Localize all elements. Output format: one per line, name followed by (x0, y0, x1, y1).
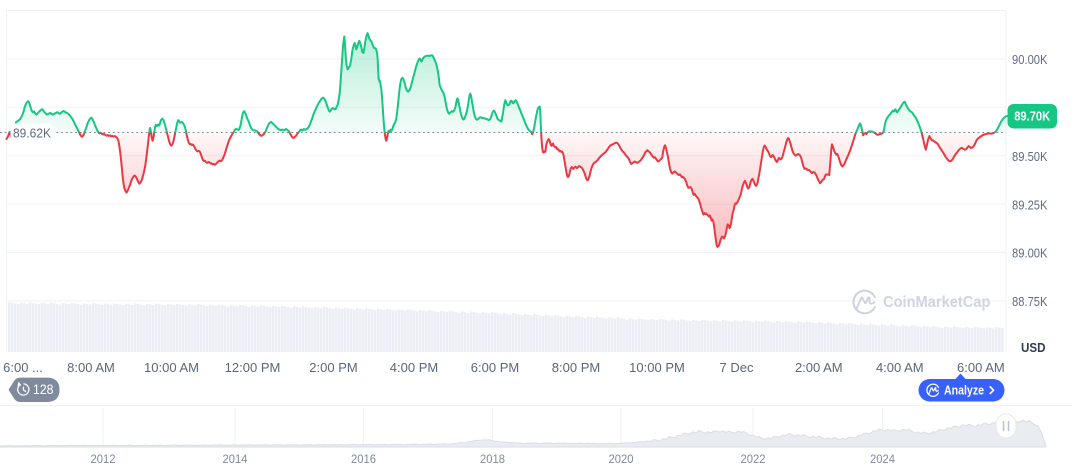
svg-text:6:00 AM: 6:00 AM (957, 360, 1005, 375)
svg-text:Analyze: Analyze (944, 384, 984, 398)
svg-text:7 Dec: 7 Dec (720, 360, 754, 375)
svg-text:2014: 2014 (223, 452, 248, 466)
svg-text:2:00 AM: 2:00 AM (795, 360, 843, 375)
svg-text:8:00 AM: 8:00 AM (67, 360, 115, 375)
svg-text:89.00K: 89.00K (1012, 247, 1048, 261)
svg-text:2016: 2016 (351, 452, 376, 466)
svg-text:CoinMarketCap: CoinMarketCap (883, 294, 991, 311)
svg-text:2022: 2022 (741, 452, 766, 466)
svg-text:4:00 PM: 4:00 PM (390, 360, 438, 375)
svg-text:USD: USD (1021, 340, 1046, 355)
svg-text:2012: 2012 (91, 452, 116, 466)
svg-text:2020: 2020 (609, 452, 634, 466)
svg-text:6:00 ...: 6:00 ... (3, 360, 43, 375)
svg-text:4:00 AM: 4:00 AM (876, 360, 924, 375)
svg-text:2:00 PM: 2:00 PM (309, 360, 357, 375)
svg-text:2024: 2024 (870, 452, 895, 466)
svg-text:6:00 PM: 6:00 PM (471, 360, 519, 375)
svg-text:88.75K: 88.75K (1012, 295, 1048, 309)
svg-text:10:00 AM: 10:00 AM (144, 360, 199, 375)
svg-text:89.70K: 89.70K (1014, 109, 1051, 124)
svg-text:10:00 PM: 10:00 PM (629, 360, 685, 375)
svg-text:12:00 PM: 12:00 PM (225, 360, 281, 375)
svg-text:90.00K: 90.00K (1012, 53, 1048, 67)
svg-text:89.25K: 89.25K (1012, 198, 1048, 212)
svg-text:8:00 PM: 8:00 PM (552, 360, 600, 375)
svg-text:2018: 2018 (480, 452, 505, 466)
svg-text:89.50K: 89.50K (1012, 150, 1048, 164)
svg-text:128: 128 (33, 382, 54, 397)
svg-text:89.62K: 89.62K (13, 127, 52, 141)
